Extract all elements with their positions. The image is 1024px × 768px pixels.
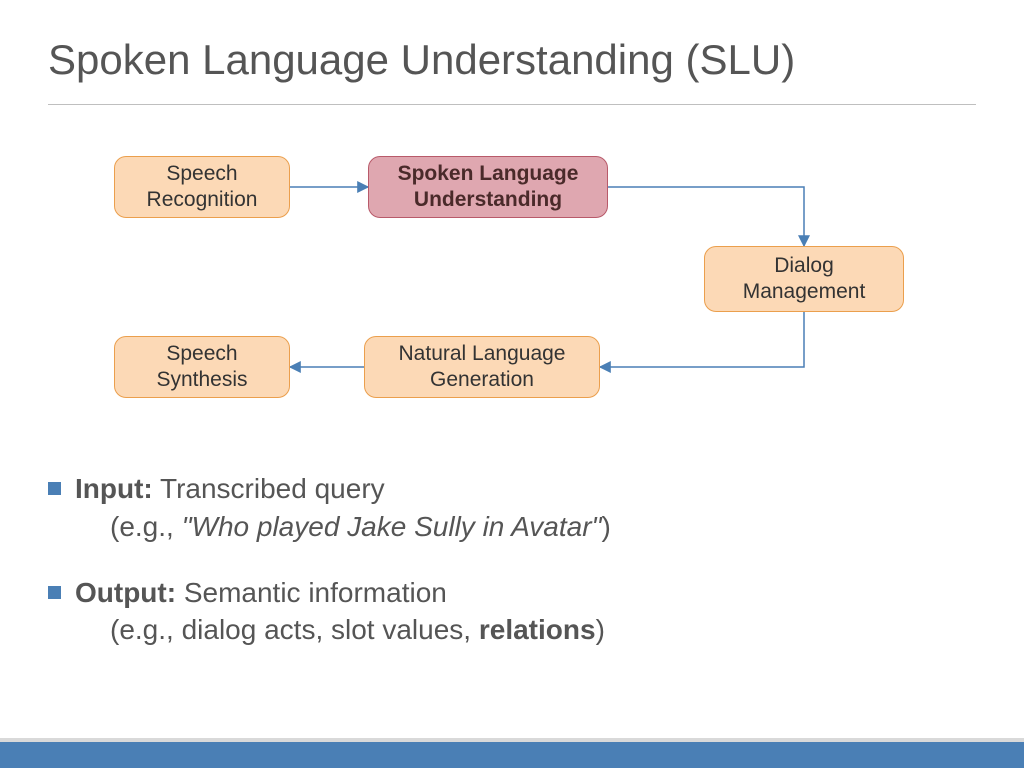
bullet-square-icon	[48, 586, 61, 599]
page-title: Spoken Language Understanding (SLU)	[48, 36, 795, 84]
flowchart-node-nlg: Natural LanguageGeneration	[364, 336, 600, 398]
flowchart-node-dm: DialogManagement	[704, 246, 904, 312]
bullet-list: Input: Transcribed query (e.g., "Who pla…	[48, 470, 928, 677]
bullet-square-icon	[48, 482, 61, 495]
flowchart-node-slu: Spoken LanguageUnderstanding	[368, 156, 608, 218]
bullet-label: Output:	[75, 577, 176, 608]
flowchart-node-sr: SpeechRecognition	[114, 156, 290, 218]
footer-bar	[0, 742, 1024, 768]
bullet-text: Transcribed query	[153, 473, 385, 504]
bullet-item: Output: Semantic information (e.g., dial…	[48, 574, 928, 650]
title-rule	[48, 104, 976, 105]
flowchart-edge-dm-nlg	[600, 312, 804, 367]
bullet-label: Input:	[75, 473, 153, 504]
bullet-subtext: (e.g., dialog acts, slot values, relatio…	[110, 611, 928, 649]
flowchart-node-ss: SpeechSynthesis	[114, 336, 290, 398]
bullet-subtext: (e.g., "Who played Jake Sully in Avatar"…	[110, 508, 928, 546]
bullet-item: Input: Transcribed query (e.g., "Who pla…	[48, 470, 928, 546]
flowchart-edge-slu-dm	[608, 187, 804, 246]
bullet-text: Semantic information	[176, 577, 447, 608]
